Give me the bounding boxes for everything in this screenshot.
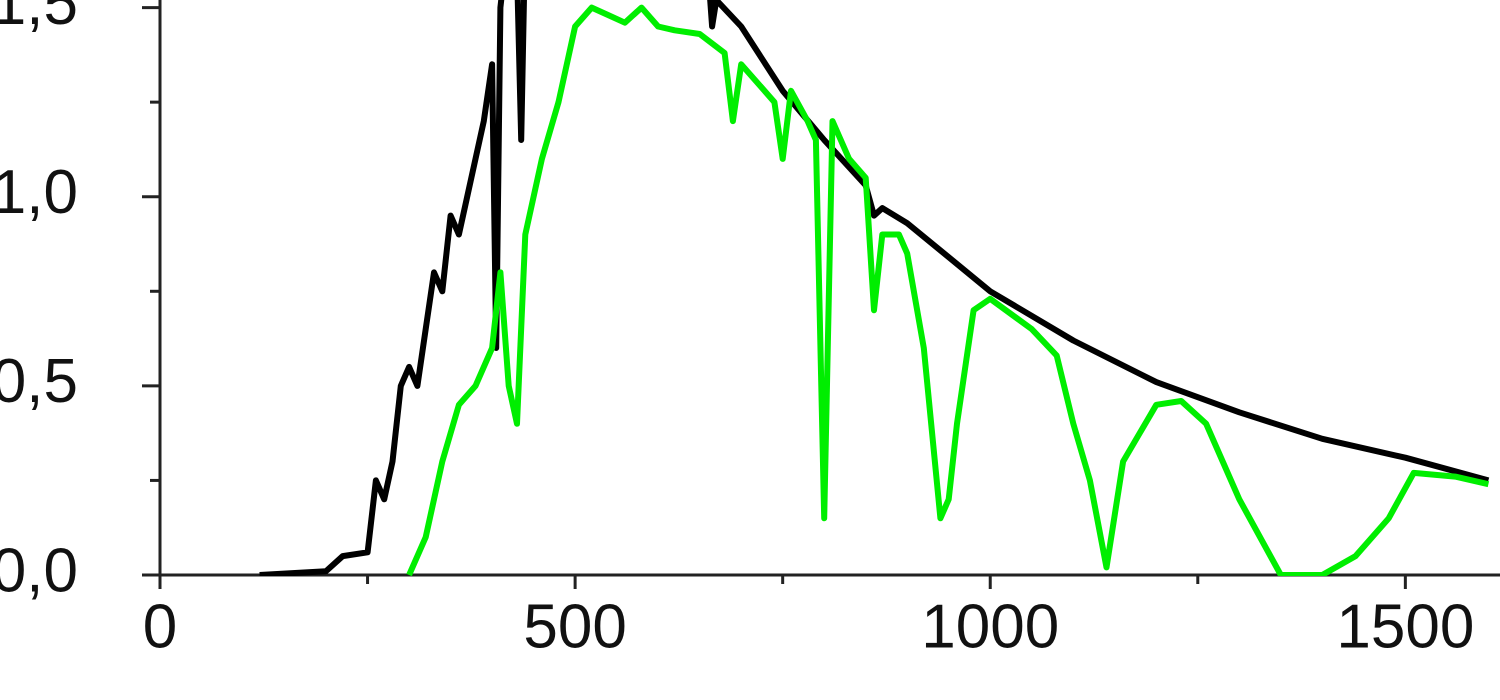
spectrum-line	[406, 4, 1490, 576]
x-tick-label: 1000	[921, 592, 1059, 661]
y-tick-label: 0,5	[0, 347, 78, 416]
y-tick-label: 0,0	[0, 536, 78, 605]
x-tick-label: 500	[523, 592, 626, 661]
spectrum-line	[259, 0, 1490, 576]
x-tick-label: 1500	[1336, 592, 1474, 661]
y-tick-label: 1,0	[0, 158, 78, 227]
plot-area	[259, 0, 1490, 576]
y-tick-label: 1,5	[0, 0, 78, 38]
x-tick-label: 0	[143, 592, 177, 661]
